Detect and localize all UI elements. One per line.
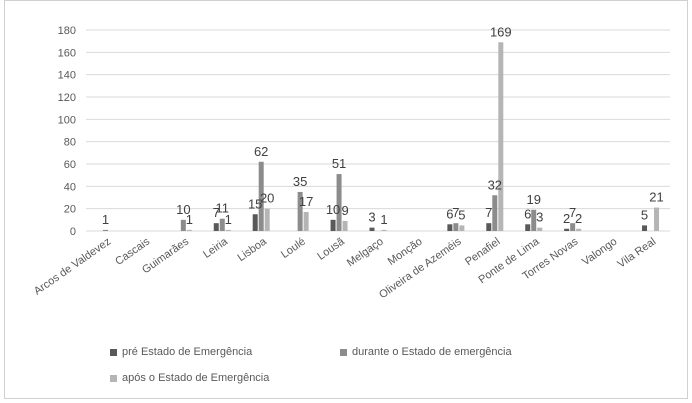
bar-6-2: [342, 220, 348, 231]
data-label-2-2: 1: [186, 212, 193, 227]
bar-10-0: [486, 223, 492, 231]
data-label-6-1: 51: [332, 156, 346, 171]
bar-14-0: [642, 225, 648, 231]
x-category-label-4: Lisboa: [235, 235, 269, 264]
data-label-12-2: 2: [575, 211, 582, 226]
data-label-12-0: 2: [563, 211, 570, 226]
bar-3-1: [219, 218, 225, 231]
legend-swatch-durante: [340, 348, 347, 356]
y-tick-label-160: 160: [58, 47, 76, 59]
bar-5-2: [303, 212, 309, 231]
x-category-label-0: Arcos de Valdevez: [32, 236, 113, 298]
legend-item-apos: após o Estado de Emergência: [110, 372, 269, 384]
data-label-14-2: 21: [649, 190, 663, 205]
bar-9-2: [459, 225, 465, 231]
bar-7-2: [381, 229, 387, 231]
y-tick-label-180: 180: [58, 25, 76, 37]
legend-label-durante: durante o Estado de emergência: [352, 346, 512, 358]
x-category-label-14: Vila Real: [615, 236, 658, 271]
data-label-4-2: 20: [260, 191, 274, 206]
bar-6-1: [336, 174, 342, 231]
data-label-10-2: 169: [490, 24, 512, 39]
data-label-5-1: 35: [293, 174, 307, 189]
bar-5-1: [297, 191, 303, 231]
bar-12-2: [576, 228, 582, 231]
data-label-3-1: 11: [216, 201, 230, 216]
bar-11-1: [531, 209, 537, 231]
bar-3-2: [225, 229, 231, 231]
bar-11-0: [525, 224, 531, 231]
bar-9-0: [447, 224, 453, 231]
data-label-3-0: 7: [213, 205, 220, 220]
legend-label-apos: após o Estado de Emergência: [122, 372, 270, 384]
legend-label-pre: pré Estado de Emergência: [122, 346, 253, 358]
chart-frame: [4, 0, 688, 399]
legend-swatch-pre: [110, 348, 117, 356]
y-tick-label-140: 140: [58, 70, 76, 82]
data-label-5-2: 17: [299, 194, 313, 209]
y-axis-tick-labels: 0 20 40 60 80 100 120 140 160 180: [58, 25, 76, 238]
x-category-label-7: Melgaço: [345, 236, 386, 270]
x-category-label-5: Loulé: [279, 236, 308, 261]
bar-9-1: [453, 223, 459, 231]
bar-14-2: [654, 207, 660, 231]
bar-4-0: [252, 214, 258, 231]
data-label-6-2: 9: [341, 203, 348, 218]
bar-10-2: [498, 42, 504, 232]
y-tick-label-120: 120: [58, 92, 76, 104]
data-label-11-2: 3: [536, 210, 543, 225]
bar-10-1: [492, 195, 498, 231]
data-label-14-0: 5: [641, 207, 648, 222]
y-tick-label-40: 40: [64, 181, 76, 193]
legend-swatch-apos: [110, 374, 117, 382]
bar-6-0: [330, 219, 336, 231]
data-label-11-1: 19: [526, 192, 540, 207]
x-category-label-6: Lousã: [315, 235, 347, 263]
x-category-label-3: Leiria: [201, 235, 231, 261]
y-tick-label-100: 100: [58, 114, 76, 126]
x-category-label-13: Valongo: [580, 236, 619, 269]
bar-12-1: [570, 223, 576, 231]
legend-item-durante: durante o Estado de emergência: [340, 346, 512, 358]
data-label-6-0: 10: [326, 202, 340, 217]
data-label-9-1: 7: [452, 205, 459, 220]
bars: [102, 42, 660, 232]
bar-2-2: [186, 229, 192, 231]
bar-12-0: [564, 228, 570, 231]
data-label-4-1: 62: [254, 144, 268, 159]
data-label-2-1: 10: [176, 202, 190, 217]
data-label-9-2: 5: [458, 207, 465, 222]
bar-3-0: [213, 223, 219, 231]
data-label-10-0: 7: [485, 205, 492, 220]
y-tick-label-0: 0: [70, 226, 76, 238]
data-label-12-1: 7: [569, 205, 576, 220]
data-label-11-0: 6: [524, 206, 531, 221]
gridlines: [86, 29, 670, 232]
data-label-10-1: 32: [488, 177, 502, 192]
y-tick-label-20: 20: [64, 204, 76, 216]
bar-2-1: [180, 219, 186, 231]
legend-item-pre: pré Estado de Emergência: [110, 346, 252, 358]
bar-4-1: [258, 161, 264, 231]
data-label-9-0: 6: [446, 206, 453, 221]
bar-11-2: [537, 227, 543, 231]
data-label-3-2: 1: [225, 212, 232, 227]
data-label-0-1: 1: [102, 212, 109, 227]
data-label-4-0: 15: [248, 196, 262, 211]
data-label-7-0: 3: [368, 210, 375, 225]
y-tick-label-60: 60: [64, 159, 76, 171]
bar-0-1: [102, 229, 108, 231]
data-label-7-2: 1: [380, 212, 387, 227]
bar-7-0: [369, 227, 375, 231]
y-tick-label-80: 80: [64, 137, 76, 149]
bar-4-2: [264, 208, 270, 231]
